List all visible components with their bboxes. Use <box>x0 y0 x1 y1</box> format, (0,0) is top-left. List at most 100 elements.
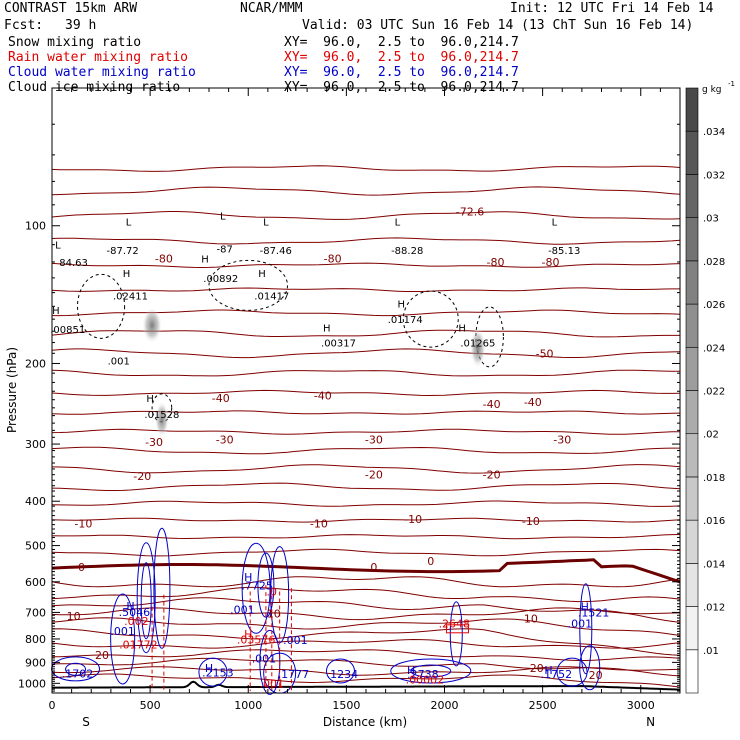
y-tick-label: 900 <box>25 656 46 669</box>
snow-ice-label: 84.63 <box>59 258 88 269</box>
temperature-isotherm <box>51 576 681 588</box>
colorbar-segment <box>685 174 699 218</box>
temperature-isotherm <box>51 673 681 688</box>
x-tick-label: 3000 <box>627 699 655 712</box>
snow-ice-label: H <box>52 306 60 317</box>
temperature-isotherm <box>51 389 681 397</box>
cloud-water-label: .1777 <box>278 668 310 681</box>
cloud-water-label: H <box>205 662 213 675</box>
cloud-water-contour <box>325 658 355 684</box>
cloud-water-label: .001 <box>252 652 277 665</box>
isotherm-label: -30 <box>365 433 383 446</box>
cloud-water-contour <box>579 583 593 675</box>
temperature-isotherm <box>51 548 681 557</box>
isotherm-label: -40 <box>314 390 332 403</box>
snow-ice-label: L <box>126 218 132 229</box>
cloud-water-label: .1752 <box>541 668 573 681</box>
snow-ice-label: -87.46 <box>260 246 292 257</box>
colorbar-segment <box>685 476 699 521</box>
cloud-water-contour <box>241 542 271 634</box>
snow-ice-label: H <box>258 269 266 280</box>
temperature-isotherm <box>51 369 680 377</box>
isotherm-label: -30 <box>145 436 163 449</box>
colorbar-tick-label: .02 <box>703 430 719 441</box>
snow-shading <box>142 307 163 344</box>
isotherm-label: -80 <box>155 253 173 266</box>
isotherm-label: -40 <box>483 398 501 411</box>
y-axis-title: Pressure (hPa) <box>5 347 19 433</box>
colorbar-units: g kg <box>702 85 722 95</box>
snow-ice-label: .01265 <box>460 339 495 350</box>
temperature-isotherm <box>51 237 681 245</box>
cloud-water-contour <box>136 542 156 654</box>
cloud-water-label: H <box>407 664 415 677</box>
colorbar-segment <box>685 217 699 262</box>
colorbar-segment <box>685 433 699 478</box>
temperature-isotherm <box>51 617 681 636</box>
isotherm-label: -10 <box>522 515 540 528</box>
cloud-water-label: H <box>126 600 134 613</box>
temperature-isotherm <box>51 262 681 269</box>
temperature-isotherm <box>51 482 681 491</box>
snow-ice-label: .00317 <box>321 339 356 350</box>
isotherm-label: 10 <box>267 607 281 620</box>
cloud-ice-contour <box>208 259 288 311</box>
isotherm-label: -80 <box>487 256 505 269</box>
valid-time: Valid: 03 UTC Sun 16 Feb 14 (13 ChT Sun … <box>302 18 694 33</box>
isotherm-label: 0 <box>78 561 85 574</box>
colorbar-segment <box>685 563 699 607</box>
cloud-water-label: .5046 <box>119 606 151 619</box>
y-tick-label: 100 <box>25 220 46 233</box>
cloud-water-contour <box>110 593 136 685</box>
isotherm-label: -30 <box>216 433 234 446</box>
temperature-isotherm <box>51 517 681 523</box>
colorbar-segment <box>685 346 699 391</box>
snow-ice-label: H <box>458 324 466 335</box>
snow-ice-label: H <box>146 394 154 405</box>
snow-ice-label: .01174 <box>388 315 423 326</box>
field-xy-rain: XY= 96.0, 2.5 to 96.0,214.7 <box>284 50 519 65</box>
temperature-isotherm <box>51 287 680 292</box>
isotherm-label: -80 <box>324 253 342 266</box>
cloud-water-contour <box>410 664 452 678</box>
temperature-isotherm <box>51 165 681 172</box>
temperature-isotherm <box>51 211 681 220</box>
temperature-isotherm <box>51 348 681 359</box>
cloud-water-contour <box>390 658 472 684</box>
snow-ice-label: L <box>552 218 558 229</box>
y-tick-label: 400 <box>25 495 46 508</box>
x-tick-label: 2500 <box>529 699 557 712</box>
snow-ice-label: H <box>201 255 209 266</box>
isotherm-label: 10 <box>67 610 81 623</box>
rain-water-label: .2648 <box>439 617 471 630</box>
x-axis-title: Distance (km) <box>323 715 407 729</box>
rain-water-contour <box>445 624 469 634</box>
temperature-isotherm <box>51 464 681 474</box>
isotherm-label: -50 <box>536 347 554 360</box>
y-tick-label: 700 <box>25 606 46 619</box>
cloud-water-contour <box>556 657 588 687</box>
field-name-snow: Snow mixing ratio <box>8 35 142 50</box>
cloud-water-label: .1234 <box>327 668 359 681</box>
cloud-water-label: .001 <box>283 634 308 647</box>
snow-ice-label: .01417 <box>254 291 289 302</box>
colorbar-segment <box>685 606 699 651</box>
rain-water-label: .03576 <box>237 633 276 646</box>
cloud-water-label: H <box>544 664 552 677</box>
organization: NCAR/MMM <box>240 1 303 16</box>
snow-ice-label: -88.28 <box>391 246 423 257</box>
cloud-water-contour <box>198 657 228 687</box>
x-tick-label: 0 <box>49 699 56 712</box>
rain-water-label: .001 <box>260 678 285 691</box>
temperature-isotherm <box>51 597 681 623</box>
x-tick-label: 2000 <box>431 699 459 712</box>
colorbar-tick-label: .01 <box>703 646 719 657</box>
cloud-water-contour <box>153 527 171 649</box>
colorbar-tick-label: .022 <box>703 387 725 398</box>
snow-ice-label: .00851 <box>50 325 85 336</box>
isotherm-label: 20 <box>530 662 544 675</box>
rain-water-label: H <box>244 628 252 641</box>
isotherm-label: -20 <box>483 469 501 482</box>
rain-water-label: .0 <box>267 585 278 598</box>
